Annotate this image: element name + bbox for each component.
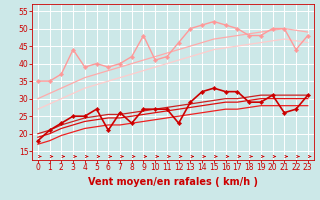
X-axis label: Vent moyen/en rafales ( km/h ): Vent moyen/en rafales ( km/h ) <box>88 177 258 187</box>
